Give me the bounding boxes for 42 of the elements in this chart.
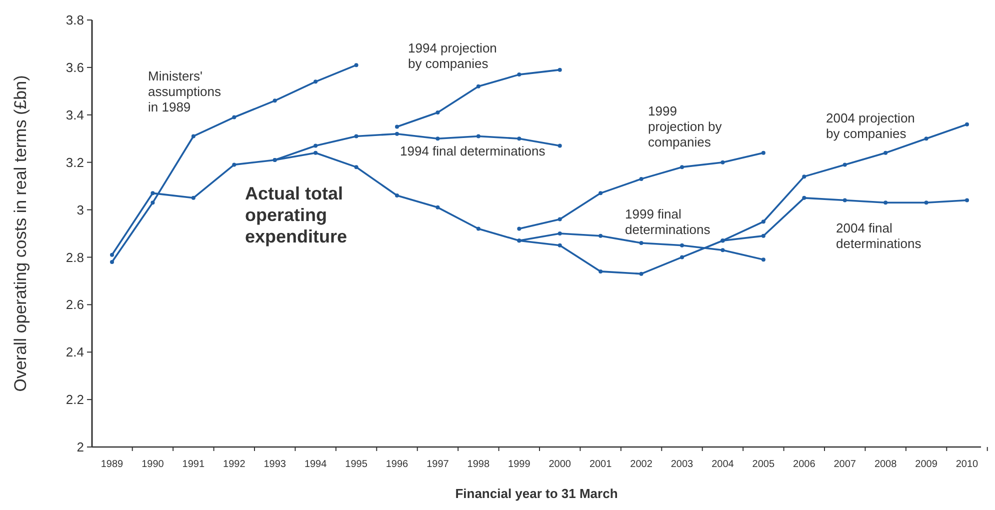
series-label: 1994 final determinations	[400, 143, 546, 158]
x-tick-label: 1992	[223, 459, 246, 470]
x-tick-label: 2002	[630, 459, 653, 470]
y-tick-label: 3.2	[66, 154, 84, 170]
x-tick-label: 2000	[548, 459, 572, 470]
y-tick-label: 2	[76, 440, 84, 455]
x-tick-label: 2001	[589, 459, 612, 470]
series-label: Ministers' assumptions in 1989	[148, 68, 222, 115]
x-tick-label: 1994	[304, 459, 328, 470]
x-tick-label: 2010	[956, 459, 979, 470]
series-label: 2004 final determinations	[836, 220, 922, 251]
x-tick-label: 2006	[793, 459, 816, 470]
y-tick-label: 3	[76, 202, 84, 218]
series-label: 2004 projection by companies	[826, 110, 915, 141]
x-tick-label: 1997	[426, 459, 450, 470]
series-label: 1994 projection by companies	[408, 40, 497, 71]
x-tick-label: 1993	[264, 459, 286, 470]
x-tick-label: 1990	[142, 459, 164, 470]
y-tick-label: 2.2	[66, 392, 84, 408]
x-tick-label: 1991	[182, 459, 205, 470]
x-tick-label: 1998	[467, 459, 490, 470]
y-tick-label: 2.6	[66, 297, 84, 312]
x-tick-label: 2009	[915, 459, 938, 470]
series-label: Actual total operating expenditure	[245, 183, 348, 247]
x-tick-label: 2007	[834, 459, 856, 470]
x-tick-label: 2004	[712, 459, 734, 470]
x-axis-title: Financial year to 31 March	[455, 486, 618, 501]
series-label: 1999 final determinations	[625, 206, 711, 237]
y-tick-label: 2.8	[66, 250, 84, 265]
x-tick-label: 1999	[508, 459, 531, 470]
x-tick-label: 1996	[386, 459, 409, 470]
y-axis-title: Overall operating costs in real terms (£bn)	[11, 75, 30, 392]
series-label: 1999 projection by companies	[648, 103, 722, 150]
y-tick-label: 3.8	[66, 12, 84, 28]
y-tick-label: 3.4	[66, 107, 84, 122]
x-tick-label: 2003	[670, 459, 694, 470]
x-tick-label: 1989	[100, 459, 124, 470]
y-tick-label: 2.4	[66, 344, 84, 360]
x-tick-label: 2005	[752, 459, 775, 470]
x-tick-label: 2008	[874, 459, 898, 470]
x-tick-label: 1995	[345, 459, 368, 470]
y-tick-label: 3.6	[66, 60, 84, 75]
